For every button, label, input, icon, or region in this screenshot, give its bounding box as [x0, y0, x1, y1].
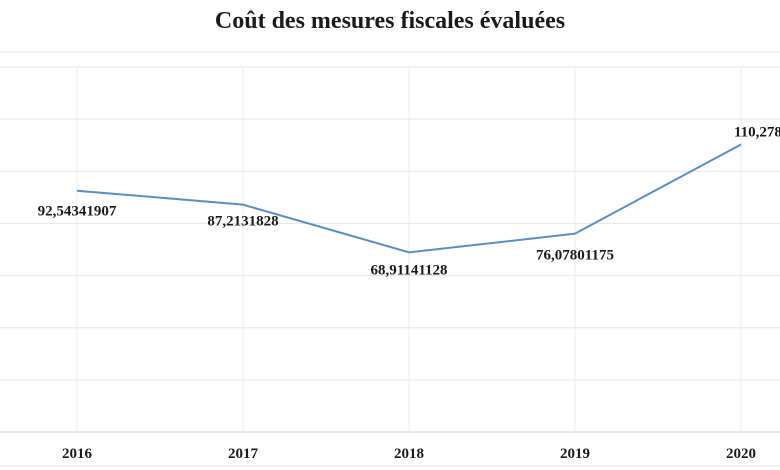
tick-layer: 2016 2017 2018 2019 2020 [62, 446, 756, 462]
x-tick-label: 2018 [394, 446, 424, 462]
chart-title: Coût des mesures fiscales évaluées [214, 8, 566, 34]
series-line [76, 143, 742, 254]
data-label: 87,2131828 [207, 214, 278, 230]
data-label: 68,91141128 [370, 262, 447, 278]
x-tick-label: 2016 [62, 446, 93, 462]
grid-layer [0, 51, 780, 467]
x-tick-label: 2020 [726, 446, 756, 462]
x-tick-label: 2017 [228, 446, 259, 462]
series-layer [76, 143, 742, 254]
data-label: 92,54341907 [38, 204, 117, 220]
data-label: 110,278 [734, 124, 780, 140]
x-tick-label: 2019 [560, 446, 590, 462]
label-layer: 92,54341907 87,2131828 68,91141128 76,07801… [38, 124, 780, 278]
data-label: 76,07801175 [536, 248, 614, 264]
